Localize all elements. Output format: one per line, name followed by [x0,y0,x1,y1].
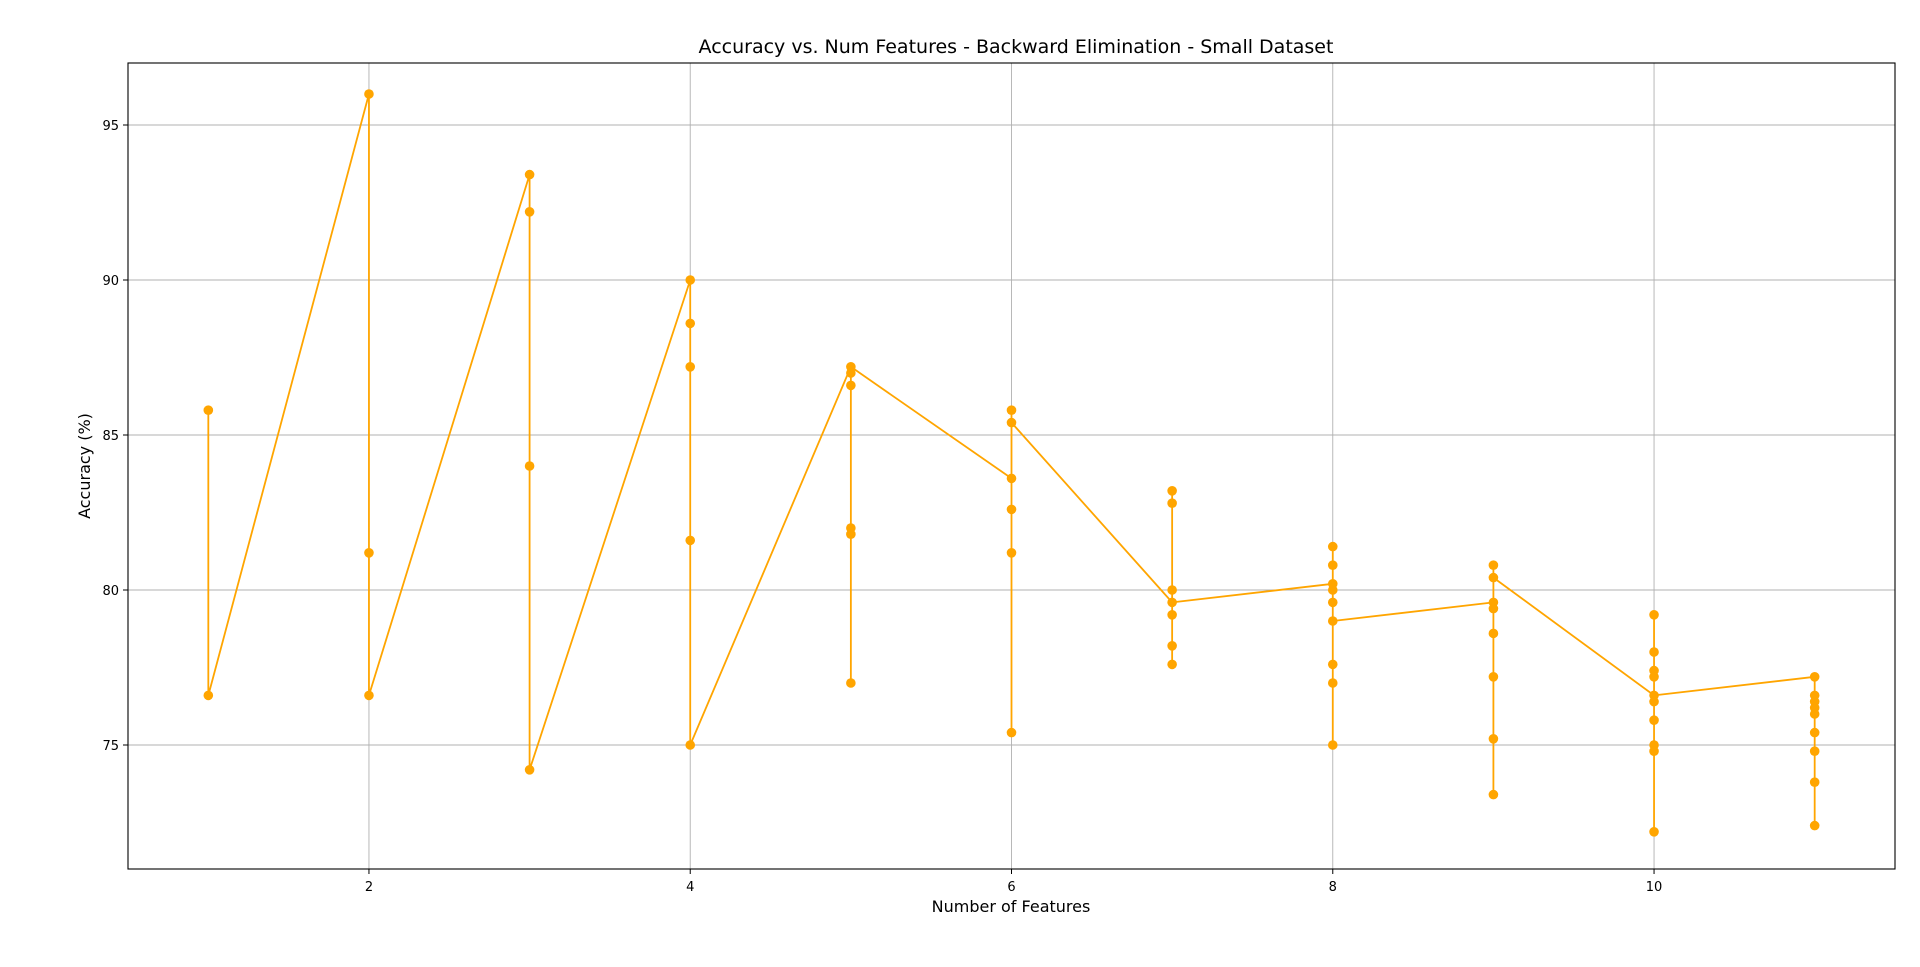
data-point [1649,715,1659,725]
data-point [1327,585,1338,595]
data-point [1488,603,1499,614]
data-point [524,207,535,217]
data-point [685,318,696,329]
series-accuracy [203,89,1820,837]
y-tick-label: 75 [102,739,119,754]
x-axis-label: Number of Features [932,897,1091,916]
data-point [364,548,374,558]
data-point [1327,678,1338,688]
data-point [685,275,696,285]
data-point [1006,417,1017,428]
x-tick-label: 10 [1646,880,1663,895]
data-point [1809,820,1820,831]
data-point [1006,548,1017,558]
data-point [685,362,696,372]
plot-frame [127,62,1896,870]
data-point [1488,734,1499,744]
data-point [1006,727,1017,738]
data-point [1167,659,1177,670]
data-point [1167,641,1177,651]
data-point [1327,659,1338,670]
data-point [524,765,535,775]
data-point [846,380,856,391]
x-tick-label: 6 [1007,880,1015,895]
data-point [846,678,856,688]
data-point [1488,789,1499,800]
data-point [203,690,214,701]
data-point [1809,672,1820,682]
chart-title: Accuracy vs. Num Features - Backward Eli… [699,36,1334,58]
data-point [1167,498,1177,509]
data-point [1488,672,1499,682]
data-point [203,405,214,416]
data-point [364,690,374,701]
data-point [1167,486,1177,496]
data-point [1809,709,1820,719]
data-point [1649,647,1659,657]
data-point [1006,473,1017,484]
y-tick-label: 95 [102,119,119,134]
data-point [364,89,374,99]
data-point [1488,628,1499,639]
data-point [1327,740,1338,750]
data-point [524,461,535,471]
data-point [1167,585,1177,595]
data-point [1809,727,1820,738]
y-tick-label: 80 [102,584,119,599]
data-point [846,529,856,539]
data-point [1649,746,1659,756]
data-point [1327,616,1338,626]
data-point [1006,504,1017,515]
y-tick-label: 85 [102,429,119,444]
data-point [1649,672,1659,682]
y-tick-label: 90 [102,274,119,289]
data-point [846,368,856,378]
x-tick-label: 4 [686,880,694,895]
y-axis-label: Accuracy (%) [75,413,94,519]
series-line [207,93,1816,833]
data-point [685,740,696,750]
data-point [1006,405,1017,416]
data-point [1327,560,1338,570]
data-point [1488,572,1499,583]
axes: 2 4 6 8 10 75 80 85 90 95 [102,119,1662,895]
data-point [1649,610,1659,620]
data-point [1167,597,1177,608]
data-point [1327,541,1338,552]
data-point [1809,777,1820,787]
data-point [1649,827,1659,837]
data-point [1809,746,1820,756]
data-point [1327,597,1338,608]
x-tick-label: 2 [365,880,373,895]
data-point [685,535,696,546]
data-point [1167,610,1177,620]
x-tick-label: 8 [1329,880,1337,895]
data-point [1649,696,1659,707]
data-point [1488,560,1499,570]
data-point [524,169,535,180]
